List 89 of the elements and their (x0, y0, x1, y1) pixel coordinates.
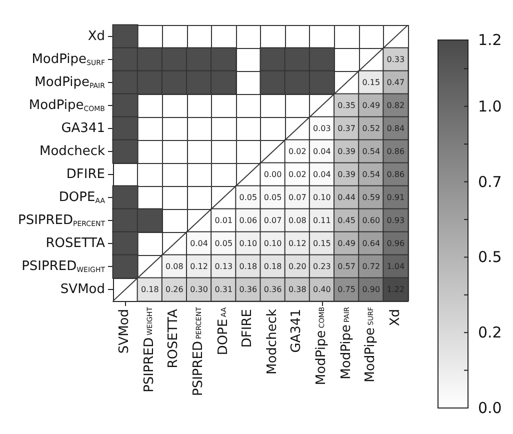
y-tick-label: DOPE$_{AA}$ (58, 190, 105, 206)
data-label: 0.05 (214, 239, 233, 248)
data-label: 0.18 (239, 262, 258, 271)
y-tick-label: ModPipe$_{COMB}$ (28, 98, 105, 114)
data-label: 0.52 (362, 124, 380, 133)
data-label: 0.10 (239, 239, 258, 248)
color-bar-label: 1.2 (478, 31, 502, 49)
data-label: 0.84 (386, 124, 405, 133)
data-label: 0.04 (190, 239, 208, 248)
y-tick-label: PSIPRED$_{WEIGHT}$ (22, 258, 105, 276)
data-label: 0.02 (288, 170, 306, 179)
data-label: 0.37 (338, 124, 356, 133)
data-label: 0.26 (166, 285, 184, 294)
data-label: 0.12 (190, 262, 208, 271)
data-label: 0.47 (386, 78, 405, 87)
data-label: 0.90 (362, 285, 380, 294)
data-label: 0.05 (264, 193, 282, 202)
data-label: 0.86 (386, 170, 405, 179)
color-bar-label: 1.0 (478, 97, 502, 116)
data-label: 0.45 (338, 216, 356, 225)
data-label: 0.06 (239, 216, 258, 225)
data-label: 0.20 (288, 262, 306, 271)
data-label: 0.72 (362, 262, 380, 271)
y-tick-label: DFIRE (66, 166, 105, 182)
y-tick-label: ModPipe$_{SURF}$ (32, 52, 105, 68)
color-bar-label: 0.2 (478, 324, 502, 342)
data-label: 0.02 (288, 147, 306, 156)
x-tick-label: ROSETTA (166, 309, 182, 368)
data-label: 0.13 (214, 262, 233, 271)
y-tick-label: PSIPRED$_{PERCENT}$ (18, 212, 105, 230)
color-bar-label: 0.0 (478, 399, 502, 417)
color-bar-label: 0.7 (478, 172, 502, 191)
data-label: 0.05 (239, 193, 258, 202)
data-label: 0.08 (288, 216, 306, 225)
color-bar-label: 0.5 (478, 248, 502, 266)
data-label: 0.36 (264, 285, 282, 294)
data-label: 0.10 (313, 193, 331, 202)
data-label: 1.04 (386, 262, 405, 271)
y-tick-label: ROSETTA (46, 236, 105, 250)
y-tick-label: Modcheck (40, 144, 105, 158)
data-label: 0.49 (338, 239, 356, 248)
data-label: 0.64 (362, 239, 380, 248)
data-label: 0.15 (313, 239, 331, 248)
data-label: 0.33 (386, 55, 405, 64)
data-label: 0.93 (386, 216, 405, 225)
data-label: 0.03 (313, 124, 331, 133)
data-label: 0.31 (214, 285, 233, 294)
x-tick-label: SVMod (117, 309, 132, 354)
data-label: 0.39 (338, 170, 356, 179)
data-label: 0.54 (362, 170, 380, 179)
data-label: 0.82 (386, 101, 405, 110)
y-tick-label: Xd (88, 28, 105, 44)
data-label: 0.18 (264, 262, 282, 271)
data-label: 0.54 (362, 147, 380, 156)
data-label: 0.08 (166, 262, 184, 271)
data-label: 0.86 (386, 147, 405, 156)
data-label: 0.18 (140, 285, 159, 294)
data-label: 0.39 (338, 147, 356, 156)
data-label: 0.07 (264, 216, 282, 225)
x-tick-label: DFIRE (240, 309, 256, 348)
data-label: 0.12 (288, 239, 306, 248)
data-label: 0.38 (288, 285, 306, 294)
data-label: 0.96 (386, 239, 405, 248)
data-label: 0.04 (313, 170, 331, 179)
data-label: 0.49 (362, 101, 380, 110)
y-tick-label: ModPipe$_{PAIR}$ (34, 74, 105, 92)
data-label: 0.10 (264, 239, 282, 248)
data-label: 0.00 (264, 170, 282, 179)
x-tick-label: Modcheck (264, 309, 280, 374)
data-label: 0.44 (338, 193, 356, 202)
y-tick-label: SVMod (60, 282, 105, 296)
data-label: 0.07 (288, 193, 306, 202)
data-label: 0.59 (362, 193, 380, 202)
x-tick-label: Xd (388, 309, 403, 326)
data-label: 0.01 (214, 216, 233, 225)
data-label: 0.75 (338, 285, 356, 294)
data-label: 0.11 (313, 216, 331, 225)
data-label: 0.91 (386, 193, 405, 202)
data-label: 0.40 (313, 285, 331, 294)
data-label: 0.60 (362, 216, 380, 225)
data-label: 0.23 (313, 262, 331, 271)
data-label: 0.36 (239, 285, 258, 294)
y-tick-label: GA341 (61, 120, 105, 136)
data-label: 0.30 (190, 285, 208, 294)
data-label: 0.15 (362, 78, 380, 87)
data-label: 0.57 (338, 262, 356, 271)
data-label: 0.35 (338, 101, 356, 110)
x-tick-label: GA341 (289, 309, 304, 353)
data-label: 0.04 (313, 147, 331, 156)
